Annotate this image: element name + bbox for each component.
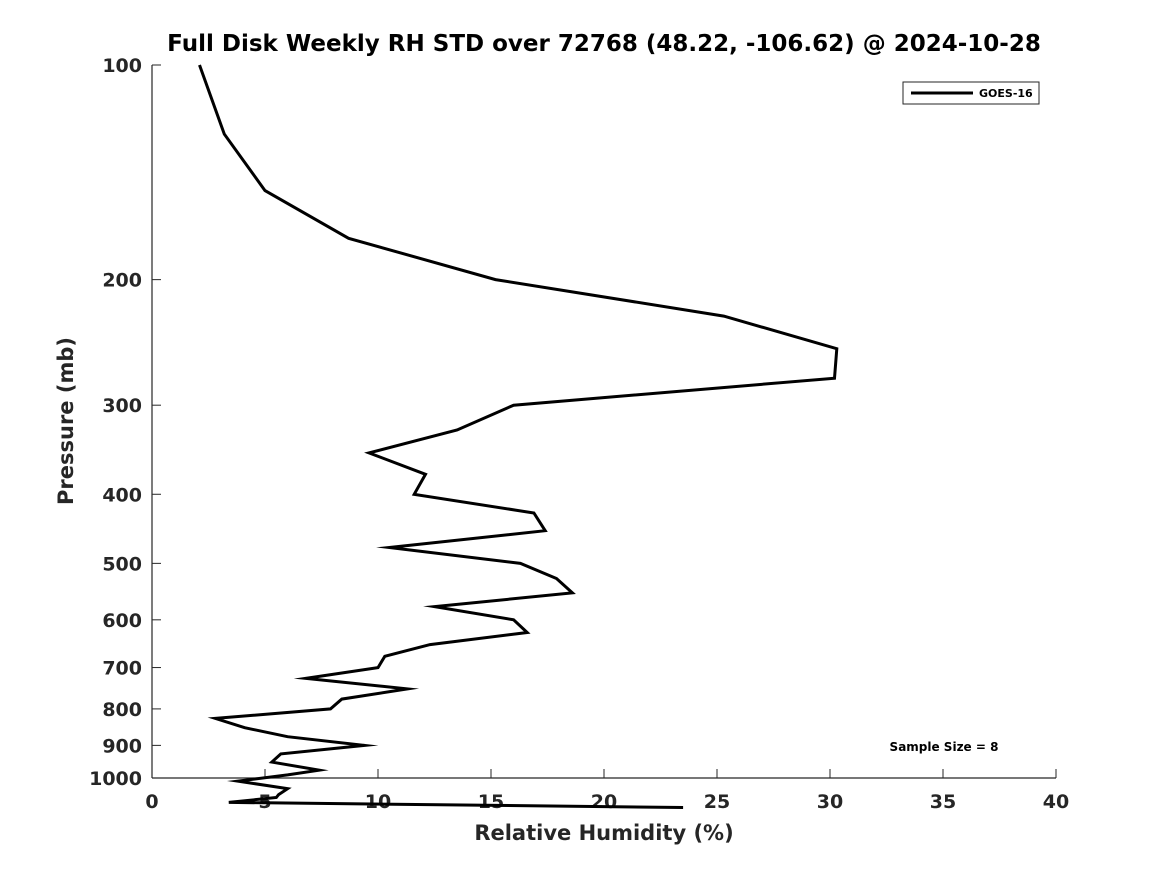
y-tick-label: 200 xyxy=(102,270,142,292)
x-axis-label: Relative Humidity (%) xyxy=(474,821,733,845)
y-tick-label: 900 xyxy=(102,735,142,757)
y-tick-label: 100 xyxy=(102,55,142,77)
legend-label: GOES-16 xyxy=(979,87,1033,100)
x-tick-label: 15 xyxy=(478,791,504,813)
x-tick-label: 40 xyxy=(1043,791,1069,813)
chart-title: Full Disk Weekly RH STD over 72768 (48.2… xyxy=(167,31,1041,57)
x-tick-label: 30 xyxy=(817,791,843,813)
y-tick-label: 300 xyxy=(102,395,142,417)
y-tick-label: 600 xyxy=(102,610,142,632)
y-tick-label: 700 xyxy=(102,658,142,680)
x-tick-label: 0 xyxy=(145,791,158,813)
sample-size-annotation: Sample Size = 8 xyxy=(890,740,999,754)
legend: GOES-16 xyxy=(902,81,1040,105)
x-tick-label: 35 xyxy=(930,791,956,813)
y-tick-label: 500 xyxy=(102,553,142,575)
y-axis-label: Pressure (mb) xyxy=(54,337,78,505)
y-tick-label: 1000 xyxy=(89,768,142,790)
series-layer xyxy=(198,64,839,809)
x-tick-label: 25 xyxy=(704,791,730,813)
plot-axes: 0 5 10 15 20 25 30 35 40100200300400500600700800… xyxy=(89,55,1069,813)
series-line-0 xyxy=(198,64,839,809)
x-tick-label: 20 xyxy=(591,791,617,813)
y-tick-label: 800 xyxy=(102,699,142,721)
y-tick-label: 400 xyxy=(102,484,142,506)
x-tick-label: 10 xyxy=(365,791,391,813)
